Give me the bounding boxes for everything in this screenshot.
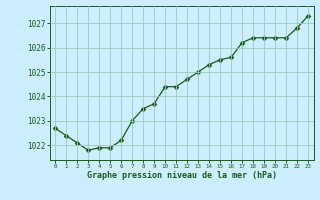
X-axis label: Graphe pression niveau de la mer (hPa): Graphe pression niveau de la mer (hPa) xyxy=(87,171,276,180)
